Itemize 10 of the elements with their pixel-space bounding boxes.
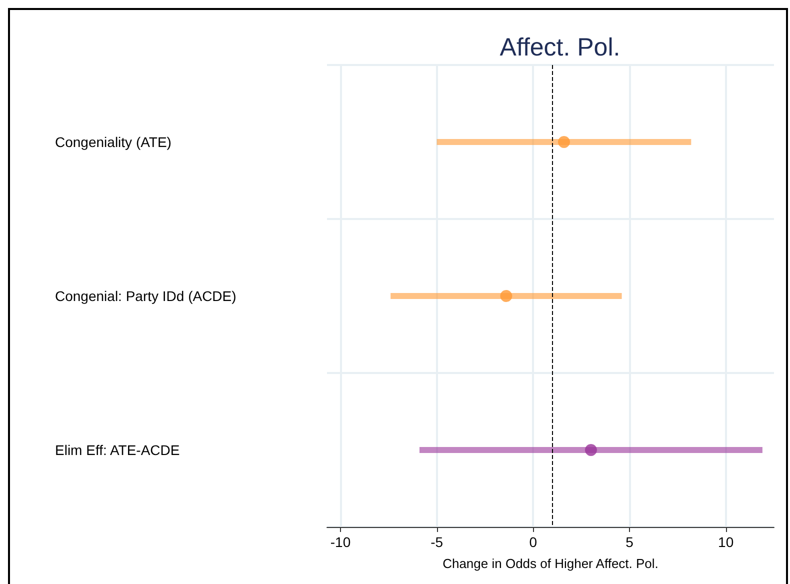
x-tick-label: -10 [330, 534, 351, 550]
x-axis-title: Change in Odds of Higher Affect. Pol. [442, 556, 658, 571]
x-tick-label: 5 [626, 534, 634, 550]
y-tick-label: Congenial: Party IDd (ACDE) [55, 288, 236, 304]
chart-title: Affect. Pol. [500, 34, 620, 62]
x-tick-label: -5 [430, 534, 444, 550]
y-tick-label: Elim Eff: ATE-ACDE [55, 442, 180, 458]
y-tick-label: Congeniality (ATE) [55, 134, 172, 150]
x-tick-label: 10 [718, 534, 734, 550]
x-tick-label: 0 [529, 534, 538, 550]
